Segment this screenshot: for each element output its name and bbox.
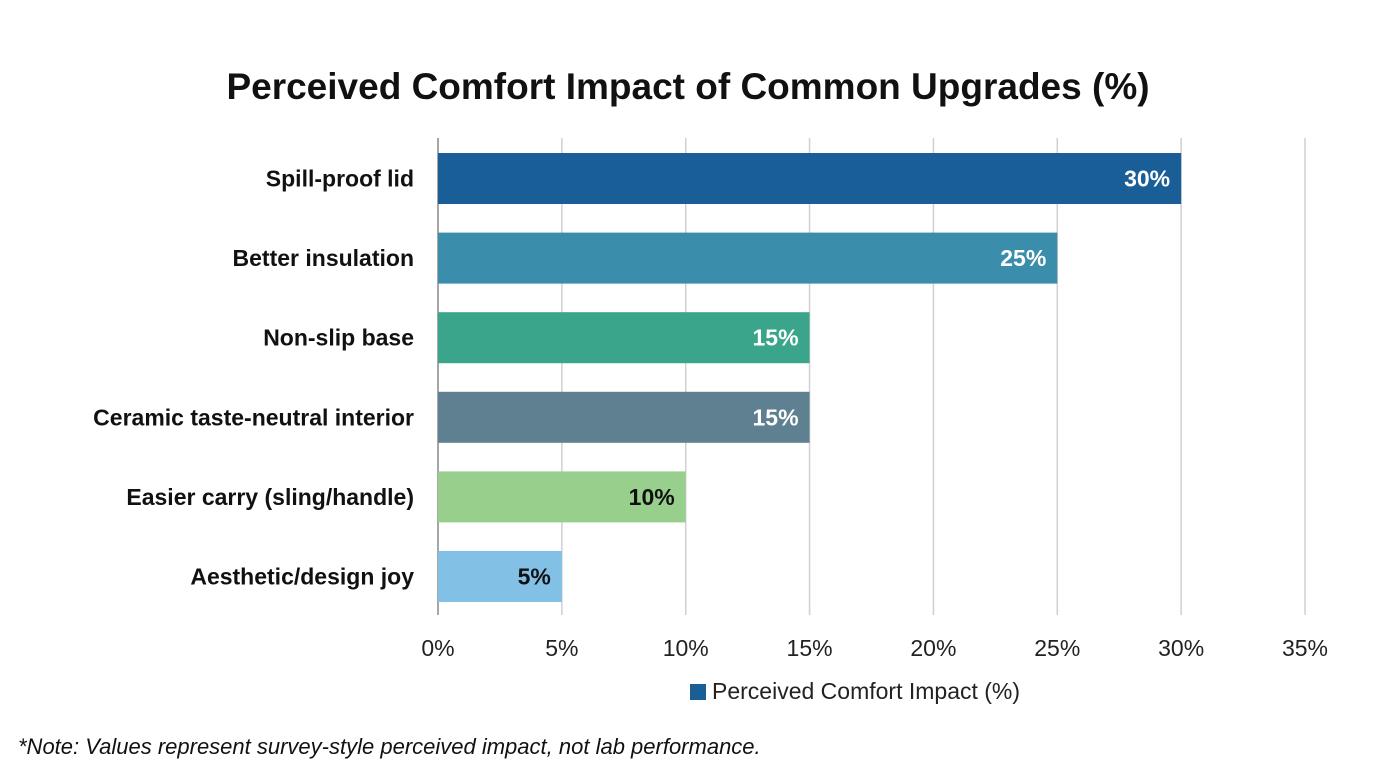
x-tick-label: 15% [787, 635, 833, 661]
x-tick-label: 5% [545, 635, 578, 661]
data-label: 15% [753, 325, 799, 351]
bar [438, 232, 1058, 284]
data-label: 5% [518, 564, 551, 590]
data-label: 15% [753, 404, 799, 430]
bar [438, 551, 562, 602]
category-label: Ceramic taste-neutral interior [93, 404, 414, 430]
bar [438, 312, 810, 364]
x-tick-label: 0% [421, 635, 454, 661]
legend: Perceived Comfort Impact (%) [690, 678, 1020, 705]
chart-title: Perceived Comfort Impact of Common Upgra… [226, 66, 1150, 107]
x-tick-label: 25% [1034, 635, 1080, 661]
x-tick-label: 20% [910, 635, 956, 661]
category-label: Spill-proof lid [266, 166, 414, 192]
category-label: Better insulation [233, 245, 414, 271]
data-label: 25% [1000, 245, 1046, 271]
bar [438, 471, 686, 523]
footnote: *Note: Values represent survey-style per… [18, 734, 761, 759]
data-label: 10% [629, 484, 675, 510]
legend-label: Perceived Comfort Impact (%) [712, 678, 1021, 704]
legend-swatch [690, 683, 706, 700]
category-label: Non-slip base [263, 325, 414, 351]
x-tick-label: 10% [663, 635, 709, 661]
bar [438, 391, 810, 443]
x-tick-label: 35% [1282, 635, 1328, 661]
bar [438, 153, 1182, 204]
data-label: 30% [1124, 166, 1170, 192]
category-label: Easier carry (sling/handle) [126, 484, 414, 510]
category-label: Aesthetic/design joy [190, 564, 414, 590]
x-tick-label: 30% [1158, 635, 1204, 661]
